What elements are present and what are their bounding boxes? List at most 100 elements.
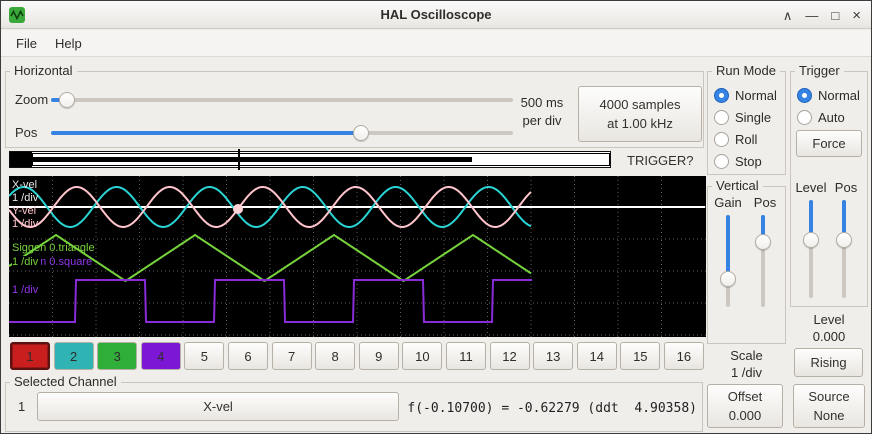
channel-button-13[interactable]: 13: [533, 342, 574, 370]
overview-data-extent: [10, 157, 472, 162]
trigger-level-slider[interactable]: [803, 200, 819, 298]
channel-button-6[interactable]: 6: [227, 342, 268, 370]
level-value: 0.000: [812, 329, 846, 344]
channel-button-10[interactable]: 10: [402, 342, 443, 370]
slider-handle[interactable]: [755, 234, 771, 250]
scope-channel-label: X-vel: [12, 179, 38, 191]
slider-handle[interactable]: [803, 231, 819, 248]
slider-handle[interactable]: [59, 92, 76, 108]
slope-button[interactable]: Rising: [794, 348, 863, 377]
radio-option-normal[interactable]: Normal: [797, 84, 860, 106]
radio-option-auto[interactable]: Auto: [797, 106, 860, 128]
radio-label: Roll: [735, 131, 758, 147]
radio-option-roll[interactable]: Roll: [714, 128, 777, 150]
radio-icon: [714, 153, 729, 169]
menu-file[interactable]: File: [16, 35, 37, 51]
maximize-button[interactable]: □: [831, 7, 840, 23]
radio-label: Stop: [735, 153, 762, 169]
vertical-pos-slider[interactable]: [755, 215, 771, 307]
minimize-button[interactable]: —: [805, 7, 819, 23]
channel-button-1[interactable]: 1: [10, 342, 50, 370]
channel-button-12[interactable]: 12: [489, 342, 530, 370]
trigger-radios: Normal Auto: [797, 84, 860, 128]
menu-help[interactable]: Help: [54, 35, 82, 51]
radio-label: Normal: [735, 87, 777, 103]
scope-display: X-vel 1 /div Y-vel 1 /div Siggen 0.triangle S…: [9, 176, 706, 337]
shade-button[interactable]: ∧: [782, 7, 793, 23]
slider-handle[interactable]: [836, 231, 852, 248]
scope-channel-label: 1 /div: [12, 284, 39, 296]
trigger-level-label: Level: [795, 180, 827, 195]
vertical-pos-label: Pos: [753, 195, 777, 210]
zoom-slider[interactable]: [51, 92, 513, 108]
window-controls: ∧ — □ ×: [783, 1, 861, 29]
slider-fill: [51, 98, 68, 102]
channel-button-7[interactable]: 7: [271, 342, 312, 370]
slider-fill: [809, 200, 813, 240]
radio-icon: [714, 87, 729, 103]
trigger-pos-slider[interactable]: [836, 200, 852, 298]
channel-button-4[interactable]: 4: [140, 342, 181, 370]
timebase-readout: 500 ms per div: [520, 95, 564, 128]
scope-channel-label: Y-vel: [12, 205, 37, 217]
slider-track[interactable]: [809, 200, 813, 298]
channel-button-5[interactable]: 5: [184, 342, 225, 370]
scope-channel-label: 1 /div: [12, 256, 42, 268]
channel-button-11[interactable]: 11: [445, 342, 486, 370]
hpos-slider[interactable]: [51, 125, 513, 141]
radio-label: Normal: [818, 87, 860, 103]
channel-button-14[interactable]: 14: [576, 342, 617, 370]
run-mode-group-label: Run Mode: [712, 63, 780, 78]
level-caption: Level: [813, 312, 845, 327]
slider-handle[interactable]: [352, 125, 369, 141]
slider-track[interactable]: [842, 200, 846, 298]
scale-value: 1 /div: [730, 365, 763, 380]
radio-label: Auto: [818, 109, 845, 125]
offset-button[interactable]: Offset 0.000: [707, 384, 783, 428]
samples-button[interactable]: 4000 samples at 1.00 kHz: [578, 86, 702, 142]
menubar: File Help: [1, 30, 871, 57]
radio-option-single[interactable]: Single: [714, 106, 777, 128]
trigger-point-marker: [233, 204, 243, 214]
slider-handle[interactable]: [720, 271, 736, 288]
app-icon: [9, 7, 25, 23]
radio-option-normal[interactable]: Normal: [714, 84, 777, 106]
channel-button-15[interactable]: 15: [620, 342, 661, 370]
channel-button-9[interactable]: 9: [358, 342, 399, 370]
radio-icon: [797, 87, 812, 103]
trigger-position-marker[interactable]: [238, 149, 240, 170]
titlebar: HAL Oscilloscope ∧ — □ ×: [1, 1, 871, 29]
channel-button-16[interactable]: 16: [663, 342, 704, 370]
channel-row: 1 2 3 4 5 6 7 8 9 10 11 12 13 14 15 16: [10, 342, 704, 370]
scope-svg: [9, 176, 706, 337]
channel-name-button[interactable]: X-vel: [37, 392, 399, 421]
radio-label: Single: [735, 109, 772, 125]
close-button[interactable]: ×: [852, 6, 861, 24]
scale-caption: Scale: [730, 348, 763, 363]
radio-option-stop[interactable]: Stop: [714, 150, 777, 172]
trace-siggen0-triangle: [9, 233, 532, 282]
channel-button-3[interactable]: 3: [97, 342, 138, 370]
selected-channel-group-label: Selected Channel: [10, 374, 121, 389]
force-button[interactable]: Force: [796, 130, 862, 157]
slider-track[interactable]: [51, 98, 513, 102]
channel-button-8[interactable]: 8: [315, 342, 356, 370]
record-overview[interactable]: [9, 149, 611, 170]
trace-y-vel: [9, 186, 532, 228]
channel-readout: f(-0.10700) = -0.62279 (ddt 4.90358): [407, 401, 697, 416]
radio-icon: [714, 109, 729, 125]
channel-button-2[interactable]: 2: [53, 342, 94, 370]
gain-slider[interactable]: [720, 215, 736, 307]
window-title: HAL Oscilloscope: [380, 7, 492, 22]
run-mode-group: Run Mode Normal Single Roll Stop: [707, 63, 786, 175]
radio-icon: [714, 131, 729, 147]
slider-track[interactable]: [761, 215, 765, 307]
trace-x-vel: [9, 186, 532, 228]
run-mode-radios: Normal Single Roll Stop: [714, 84, 777, 172]
trace-siggen0-square: [9, 279, 532, 323]
slider-fill: [842, 200, 846, 240]
horizontal-group-label: Horizontal: [10, 63, 77, 78]
trigger-source-button[interactable]: Source None: [793, 384, 865, 428]
selected-channel-group: Selected Channel: [5, 374, 703, 432]
